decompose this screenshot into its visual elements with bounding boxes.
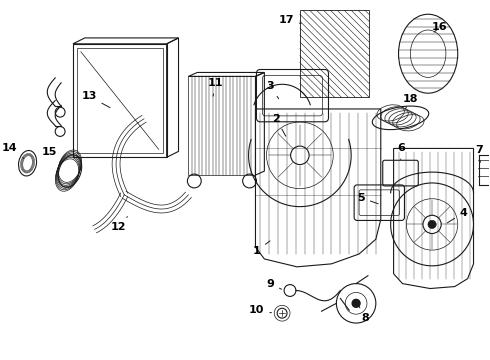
Bar	[300, 10, 369, 97]
Text: 15: 15	[42, 147, 61, 163]
Text: 8: 8	[359, 306, 369, 323]
Text: 5: 5	[357, 193, 378, 204]
Text: 9: 9	[267, 279, 282, 289]
Text: 12: 12	[111, 217, 127, 232]
Text: 2: 2	[272, 114, 286, 136]
Text: 18: 18	[403, 94, 418, 109]
Circle shape	[428, 220, 436, 229]
Bar	[77, 48, 163, 153]
Text: 3: 3	[267, 81, 279, 99]
Text: 6: 6	[397, 143, 405, 159]
Text: 14: 14	[2, 143, 24, 158]
Text: 4: 4	[447, 208, 467, 223]
Text: 1: 1	[253, 241, 270, 256]
Text: 7: 7	[475, 145, 483, 162]
Text: 11: 11	[208, 78, 223, 96]
Text: 16: 16	[432, 22, 448, 32]
Text: 10: 10	[249, 305, 271, 315]
Bar	[188, 76, 255, 175]
Text: 13: 13	[81, 91, 110, 108]
Text: 17: 17	[278, 15, 301, 25]
Circle shape	[352, 300, 360, 307]
Bar	[73, 44, 167, 157]
